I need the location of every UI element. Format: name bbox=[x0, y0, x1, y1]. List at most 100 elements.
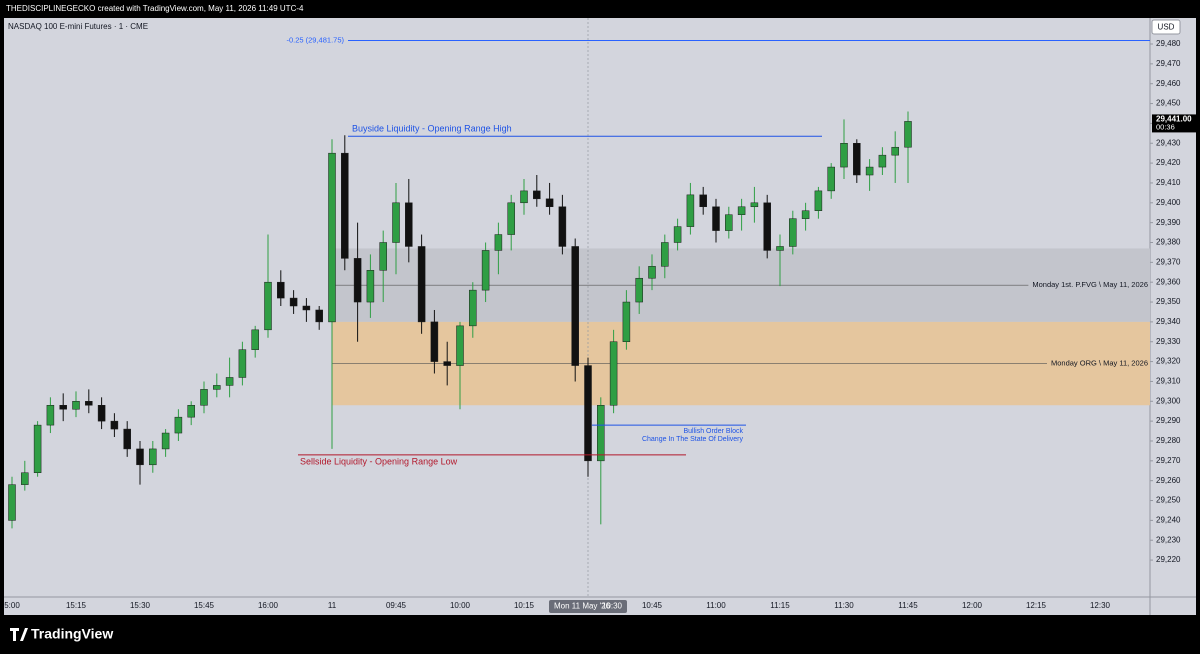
x-tick-label: 11:45 bbox=[898, 601, 918, 610]
candle-body bbox=[417, 246, 426, 323]
candle-body bbox=[97, 405, 106, 422]
x-tick-label: 12:30 bbox=[1090, 601, 1111, 610]
crosshair-label-box bbox=[549, 600, 627, 613]
x-tick-label: 10:00 bbox=[450, 601, 471, 610]
candle-body bbox=[597, 405, 605, 462]
logo: TradingView bbox=[10, 626, 113, 642]
y-tick-label: 29,420 bbox=[1156, 158, 1181, 167]
candle-body bbox=[21, 472, 29, 485]
candle-body bbox=[699, 194, 707, 208]
x-tick-label: 10:15 bbox=[514, 601, 535, 610]
currency: USD bbox=[1158, 23, 1175, 32]
candle-body bbox=[801, 210, 810, 219]
level-label: Buyside Liquidity - Opening Range High bbox=[352, 124, 512, 134]
y-tick-label: 29,460 bbox=[1156, 79, 1181, 88]
countdown: 00:36 bbox=[1156, 122, 1175, 131]
candle-body bbox=[8, 484, 16, 521]
y-tick-label: 29,350 bbox=[1156, 297, 1181, 306]
candle-body bbox=[520, 190, 528, 204]
y-tick-label: 29,270 bbox=[1156, 456, 1181, 465]
y-tick-label: 29,450 bbox=[1156, 99, 1181, 108]
candle-body bbox=[584, 365, 592, 462]
candle-body bbox=[251, 329, 259, 350]
candle-body bbox=[661, 242, 669, 267]
currency-box bbox=[1151, 19, 1181, 35]
candle-body bbox=[853, 142, 861, 176]
candle-body bbox=[405, 202, 413, 247]
candle-body bbox=[635, 277, 643, 303]
y-tick-label: 29,390 bbox=[1156, 218, 1181, 227]
candle-body bbox=[750, 202, 759, 208]
candle-body bbox=[200, 389, 208, 406]
y-tick-label: 29,340 bbox=[1156, 317, 1181, 326]
zone-label: Monday ORG \ May 11, 2026 bbox=[1051, 359, 1148, 368]
y-tick-label: 29,250 bbox=[1156, 496, 1181, 505]
candle-body bbox=[558, 206, 567, 247]
candle-body bbox=[673, 226, 682, 243]
x-tick-label: 12:00 bbox=[962, 601, 983, 610]
candle-body bbox=[161, 432, 170, 450]
candle-body bbox=[814, 190, 823, 211]
candle-body bbox=[59, 405, 67, 410]
candle-body bbox=[776, 246, 784, 251]
candle-body bbox=[789, 218, 797, 247]
chart-title: NASDAQ 100 E-mini Futures · 1 · CME bbox=[8, 22, 148, 31]
crosshair-time: 10:30 bbox=[602, 602, 623, 611]
level-label: Change In The State Of Delivery bbox=[642, 436, 744, 443]
x-tick-label: 11:15 bbox=[770, 601, 790, 610]
y-tick-label: 29,370 bbox=[1156, 257, 1181, 266]
level-label: Sellside Liquidity - Opening Range Low bbox=[300, 456, 458, 466]
y-tick-label: 29,310 bbox=[1156, 377, 1181, 386]
candle-body bbox=[225, 377, 234, 386]
y-tick-label: 29,400 bbox=[1156, 198, 1181, 207]
x-tick-label: 09:45 bbox=[386, 601, 407, 610]
x-tick-label: 5:00 bbox=[4, 601, 20, 610]
candle-body bbox=[392, 202, 400, 243]
candle-body bbox=[328, 152, 336, 323]
candle-body bbox=[840, 142, 848, 168]
y-tick-label: 29,430 bbox=[1156, 138, 1181, 147]
candle-body bbox=[315, 309, 323, 323]
candle-body bbox=[85, 401, 93, 406]
y-tick-label: 29,300 bbox=[1156, 396, 1181, 405]
y-tick-label: 29,260 bbox=[1156, 476, 1181, 485]
candle-body bbox=[456, 325, 464, 366]
logo-text: TradingView bbox=[31, 626, 113, 642]
x-tick-label: 16:00 bbox=[258, 601, 279, 610]
candle-body bbox=[174, 416, 183, 434]
candle-body bbox=[341, 152, 349, 259]
candle-body bbox=[277, 281, 285, 299]
zone-label: Monday 1st. P.FVG \ May 11, 2026 bbox=[1032, 280, 1148, 289]
y-tick-label: 29,470 bbox=[1156, 59, 1181, 68]
level-label: -0.25 (29,481.75) bbox=[286, 36, 344, 45]
candle-body bbox=[264, 281, 272, 331]
x-tick-label: 15:30 bbox=[130, 601, 151, 610]
y-tick-label: 29,240 bbox=[1156, 515, 1181, 524]
candle-body bbox=[136, 448, 144, 466]
candle-body bbox=[353, 258, 362, 303]
candle-body bbox=[46, 405, 55, 426]
candle-body bbox=[289, 297, 298, 307]
y-tick-label: 29,380 bbox=[1156, 238, 1181, 247]
x-tick-label: 10:45 bbox=[642, 601, 663, 610]
level-label: Bullish Order Block bbox=[683, 428, 743, 435]
candle-body bbox=[533, 190, 541, 200]
candle-body bbox=[686, 194, 695, 227]
candle-body bbox=[187, 405, 195, 418]
candle-body bbox=[545, 198, 554, 208]
candle-body bbox=[443, 361, 451, 366]
candle-body bbox=[571, 246, 579, 366]
x-tick-label: 15:15 bbox=[66, 601, 87, 610]
y-tick-label: 29,360 bbox=[1156, 277, 1181, 286]
candle-body bbox=[891, 146, 899, 156]
x-tick-label: 11 bbox=[328, 601, 337, 610]
candle-body bbox=[302, 305, 311, 311]
candle-body bbox=[648, 266, 656, 279]
candle-body bbox=[827, 166, 835, 192]
candle-body bbox=[366, 270, 375, 303]
candle-body bbox=[110, 420, 119, 430]
x-tick-label: 15:45 bbox=[194, 601, 215, 610]
crosshair-date: Mon 11 May '26 bbox=[554, 602, 611, 611]
candle-body bbox=[725, 214, 733, 231]
